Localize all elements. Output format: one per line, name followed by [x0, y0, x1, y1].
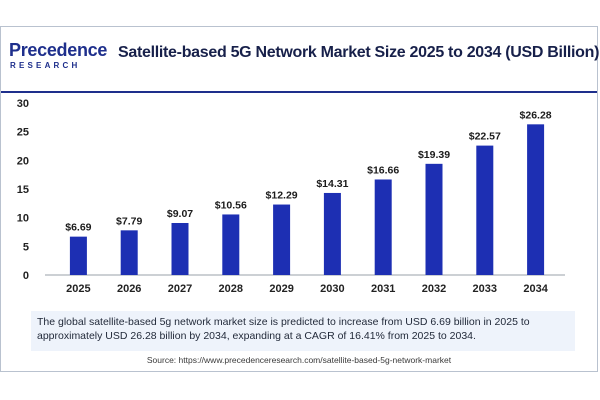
bar-value-label: $7.79	[116, 215, 142, 227]
bar	[323, 192, 341, 275]
bar-value-label: $26.28	[520, 109, 552, 121]
bar	[171, 222, 189, 275]
x-tick-label: 2033	[473, 283, 497, 295]
bar-value-label: $12.29	[266, 190, 298, 202]
bar	[222, 214, 240, 275]
brand-logo: Precedence RESEARCH	[9, 40, 109, 72]
chart-card: Precedence RESEARCH Satellite-based 5G N…	[0, 26, 600, 372]
bar-value-label: $10.56	[215, 199, 247, 211]
header-divider	[1, 91, 597, 93]
bar	[425, 163, 443, 275]
bar-chart: 051015202530$6.692025$7.792026$9.072027$…	[17, 98, 565, 295]
bar-value-label: $6.69	[65, 222, 91, 234]
y-tick-label: 15	[17, 184, 29, 196]
y-tick-label: 5	[23, 241, 29, 253]
x-tick-label: 2028	[219, 283, 243, 295]
chart-title: Satellite-based 5G Network Market Size 2…	[118, 44, 600, 61]
bar-value-label: $9.07	[167, 208, 193, 220]
bar	[69, 236, 87, 275]
bar	[527, 124, 545, 275]
bar-value-label: $19.39	[418, 149, 450, 161]
bar	[476, 145, 494, 275]
x-tick-label: 2029	[269, 283, 293, 295]
chart-header: Precedence RESEARCH Satellite-based 5G N…	[1, 27, 600, 83]
x-tick-label: 2030	[320, 283, 344, 295]
x-tick-label: 2026	[117, 283, 141, 295]
x-tick-label: 2032	[422, 283, 446, 295]
x-tick-label: 2031	[371, 283, 395, 295]
logo-wordmark: Precedence	[9, 40, 108, 60]
bar-value-label: $16.66	[367, 164, 399, 176]
y-tick-label: 30	[17, 98, 29, 110]
source-note: Source: https://www.precedenceresearch.c…	[146, 355, 452, 365]
bar	[120, 230, 138, 275]
bar-value-label: $14.31	[316, 178, 348, 190]
logo-subtitle: RESEARCH	[10, 61, 81, 70]
bar	[273, 204, 291, 275]
y-tick-label: 10	[17, 213, 29, 225]
y-tick-label: 0	[23, 270, 29, 282]
bar-value-label: $22.57	[469, 131, 501, 143]
y-tick-label: 20	[17, 155, 29, 167]
x-tick-label: 2034	[523, 283, 548, 295]
y-tick-label: 25	[17, 127, 29, 139]
bar	[374, 179, 392, 275]
summary-box: The global satellite-based 5g network ma…	[31, 311, 575, 351]
x-tick-label: 2025	[66, 283, 90, 295]
x-tick-label: 2027	[168, 283, 192, 295]
